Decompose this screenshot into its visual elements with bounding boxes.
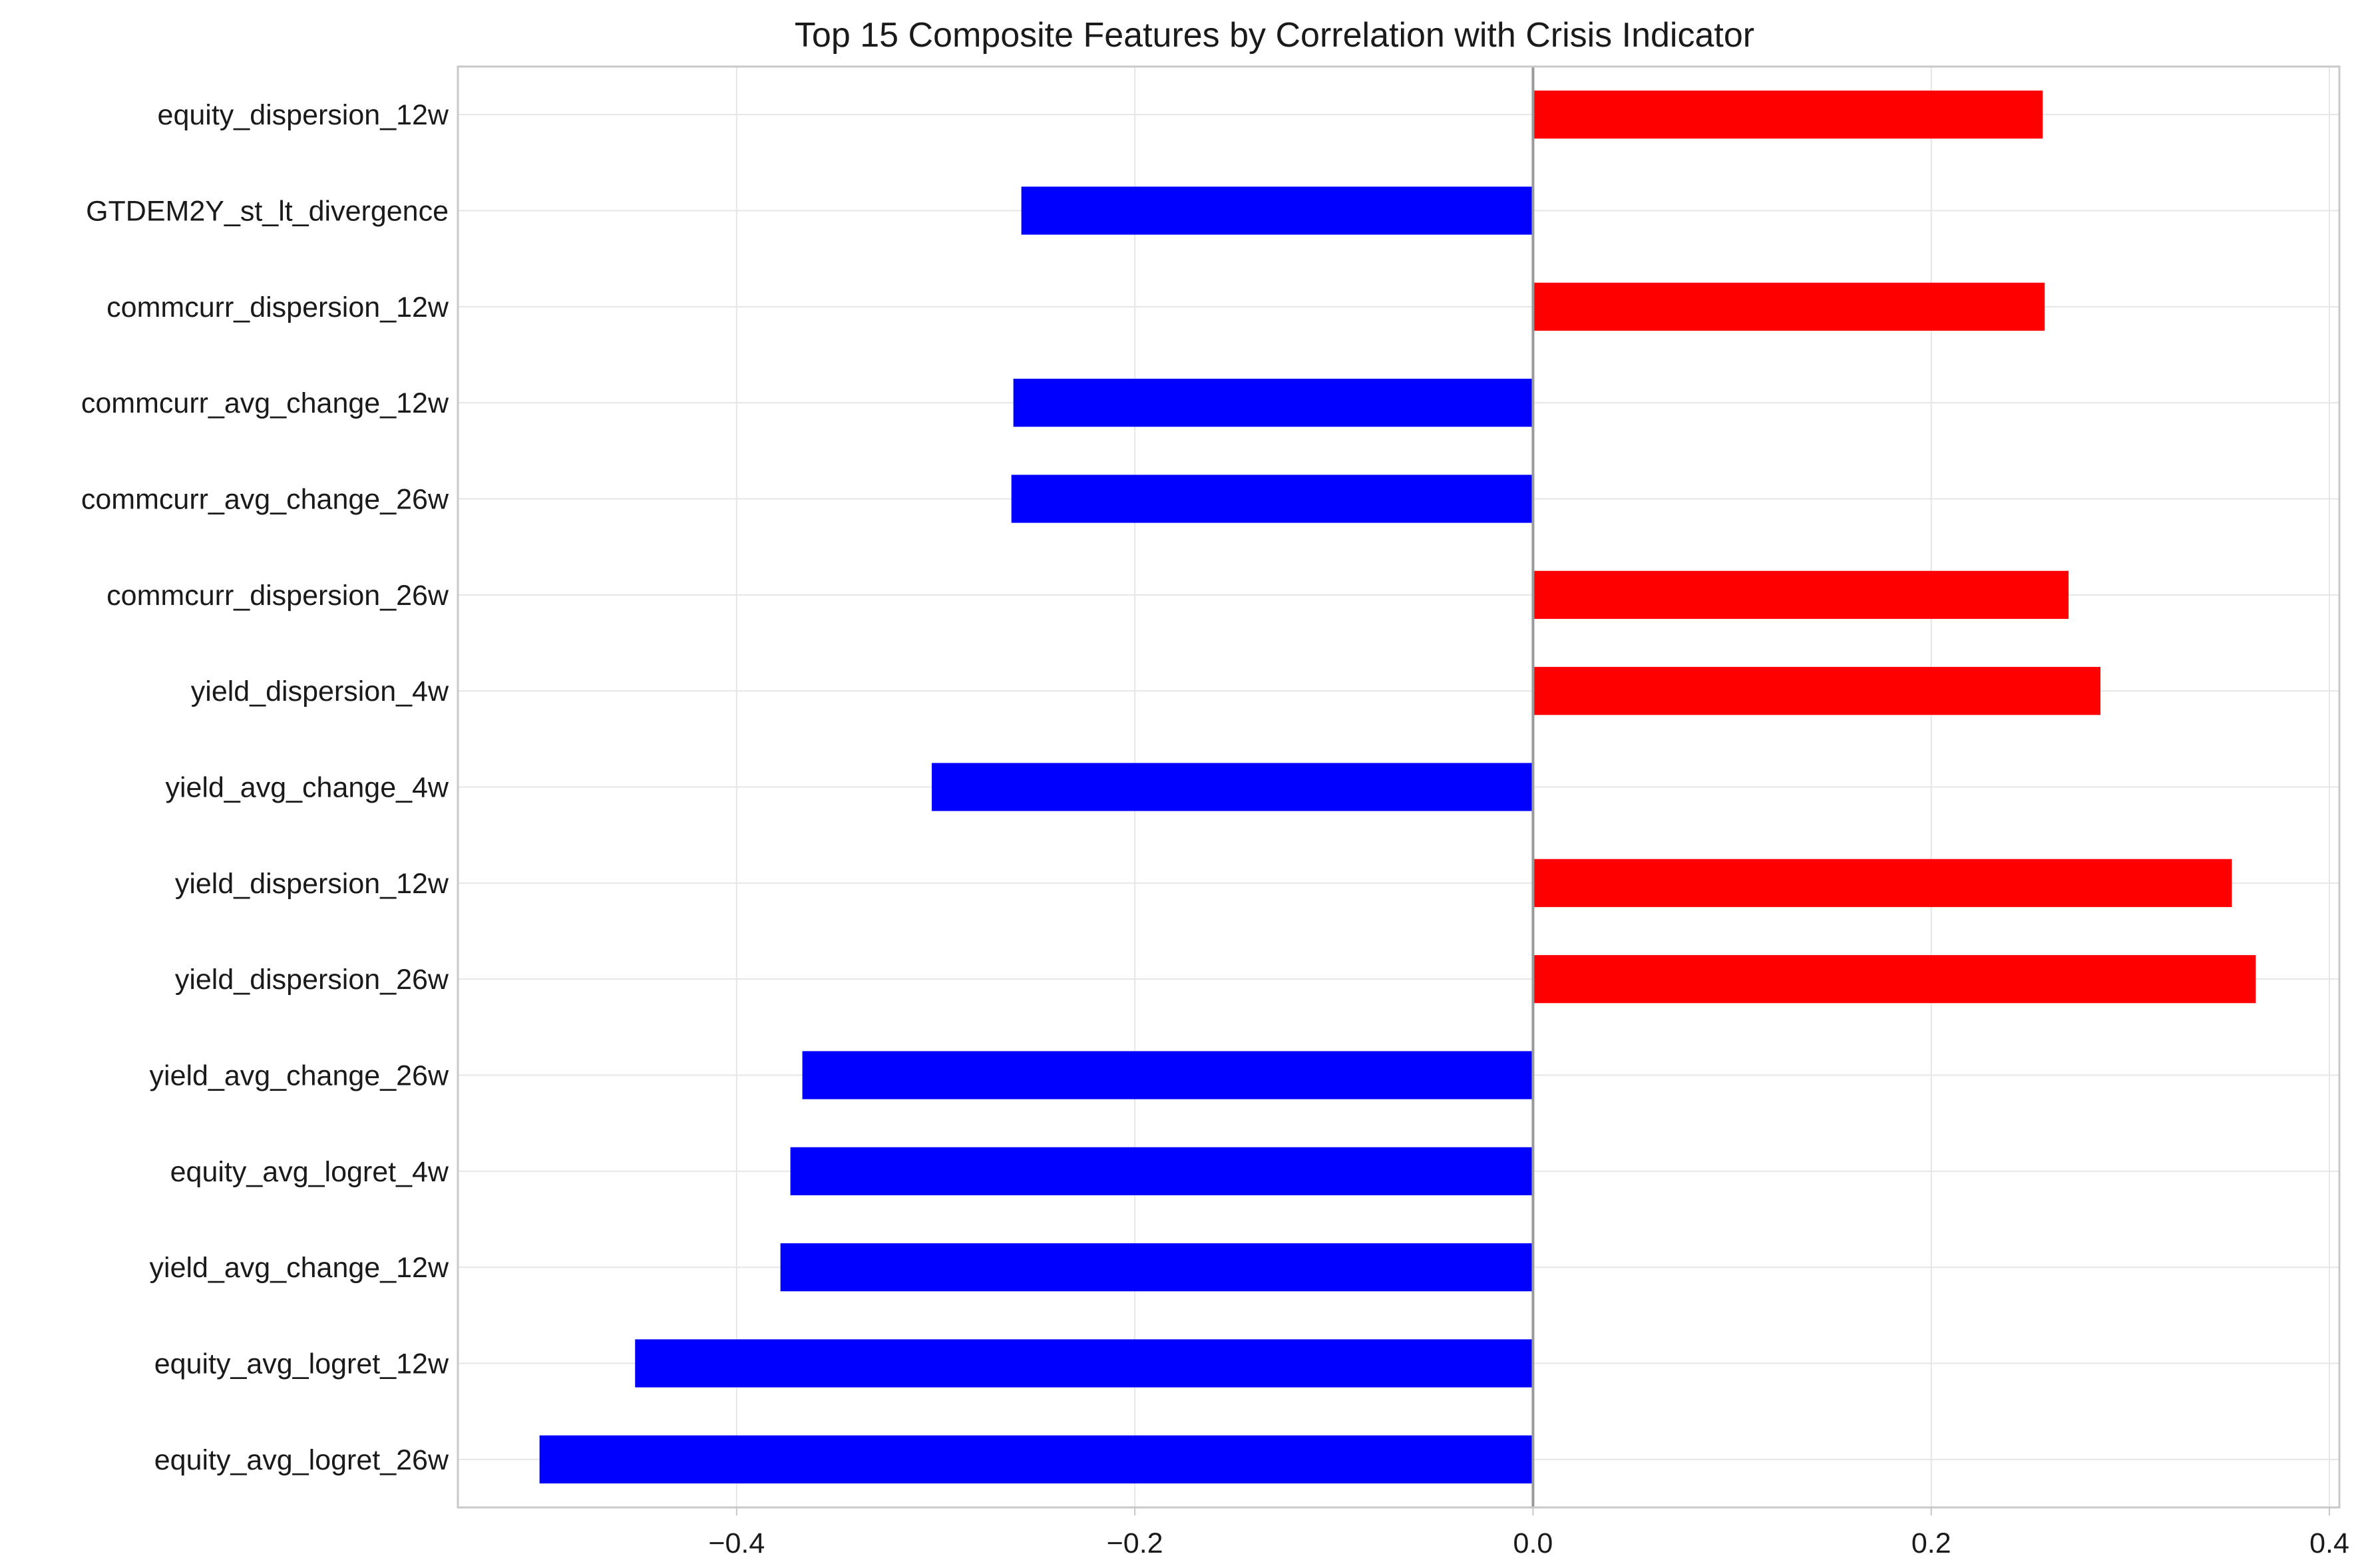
category-label: commcurr_dispersion_12w (106, 292, 449, 323)
category-label: commcurr_avg_change_12w (81, 387, 449, 419)
bar-yield-avg-change-12w (780, 1243, 1533, 1292)
category-label: equity_avg_logret_26w (154, 1444, 449, 1476)
category-label: yield_avg_change_26w (150, 1060, 449, 1092)
category-label: equity_dispersion_12w (158, 99, 449, 131)
category-label: yield_avg_change_4w (165, 772, 449, 804)
plot-frame (457, 65, 2341, 1509)
bar-yield-avg-change-26w (802, 1051, 1533, 1099)
x-tick-label: 0.2 (1911, 1527, 1951, 1559)
bar-gtdem2y-st-lt-divergence (1021, 186, 1533, 235)
bar-yield-avg-change-4w (931, 763, 1533, 811)
bar-commcurr-dispersion-12w (1533, 282, 2045, 331)
category-label: equity_avg_logret_4w (170, 1156, 449, 1188)
category-labels: equity_dispersion_12w GTDEM2Y_st_lt_diver… (81, 99, 449, 1476)
x-axis-tick-labels: −0.4 −0.2 0.0 0.2 0.4 (708, 1527, 2349, 1559)
category-label: yield_avg_change_12w (150, 1252, 449, 1284)
bar-yield-dispersion-26w (1533, 955, 2256, 1004)
category-label: yield_dispersion_26w (175, 964, 449, 996)
category-label: equity_avg_logret_12w (154, 1348, 449, 1380)
category-label: commcurr_dispersion_26w (106, 580, 449, 612)
bar-commcurr-avg-change-12w (1013, 379, 1533, 427)
bar-commcurr-dispersion-26w (1533, 570, 2069, 619)
bar-yield-dispersion-12w (1533, 859, 2232, 907)
x-tick-label: 0.0 (1513, 1527, 1553, 1559)
bar-equity-dispersion-12w (1533, 91, 2043, 139)
x-tick-label: −0.2 (1107, 1527, 1163, 1559)
bar-equity-avg-logret-4w (790, 1147, 1533, 1195)
category-label: GTDEM2Y_st_lt_divergence (86, 196, 449, 228)
category-label: yield_dispersion_4w (191, 676, 449, 707)
category-label: commcurr_avg_change_26w (81, 484, 449, 516)
bar-commcurr-avg-change-26w (1011, 475, 1533, 523)
x-tick-label: 0.4 (2309, 1527, 2349, 1559)
bar-equity-avg-logret-12w (635, 1339, 1533, 1388)
bar-equity-avg-logret-26w (539, 1435, 1533, 1483)
category-label: yield_dispersion_12w (175, 868, 449, 900)
bars (539, 91, 2256, 1483)
bar-yield-dispersion-4w (1533, 667, 2101, 715)
x-tick-label: −0.4 (708, 1527, 765, 1559)
chart-title: Top 15 Composite Features by Correlation… (795, 16, 1754, 55)
